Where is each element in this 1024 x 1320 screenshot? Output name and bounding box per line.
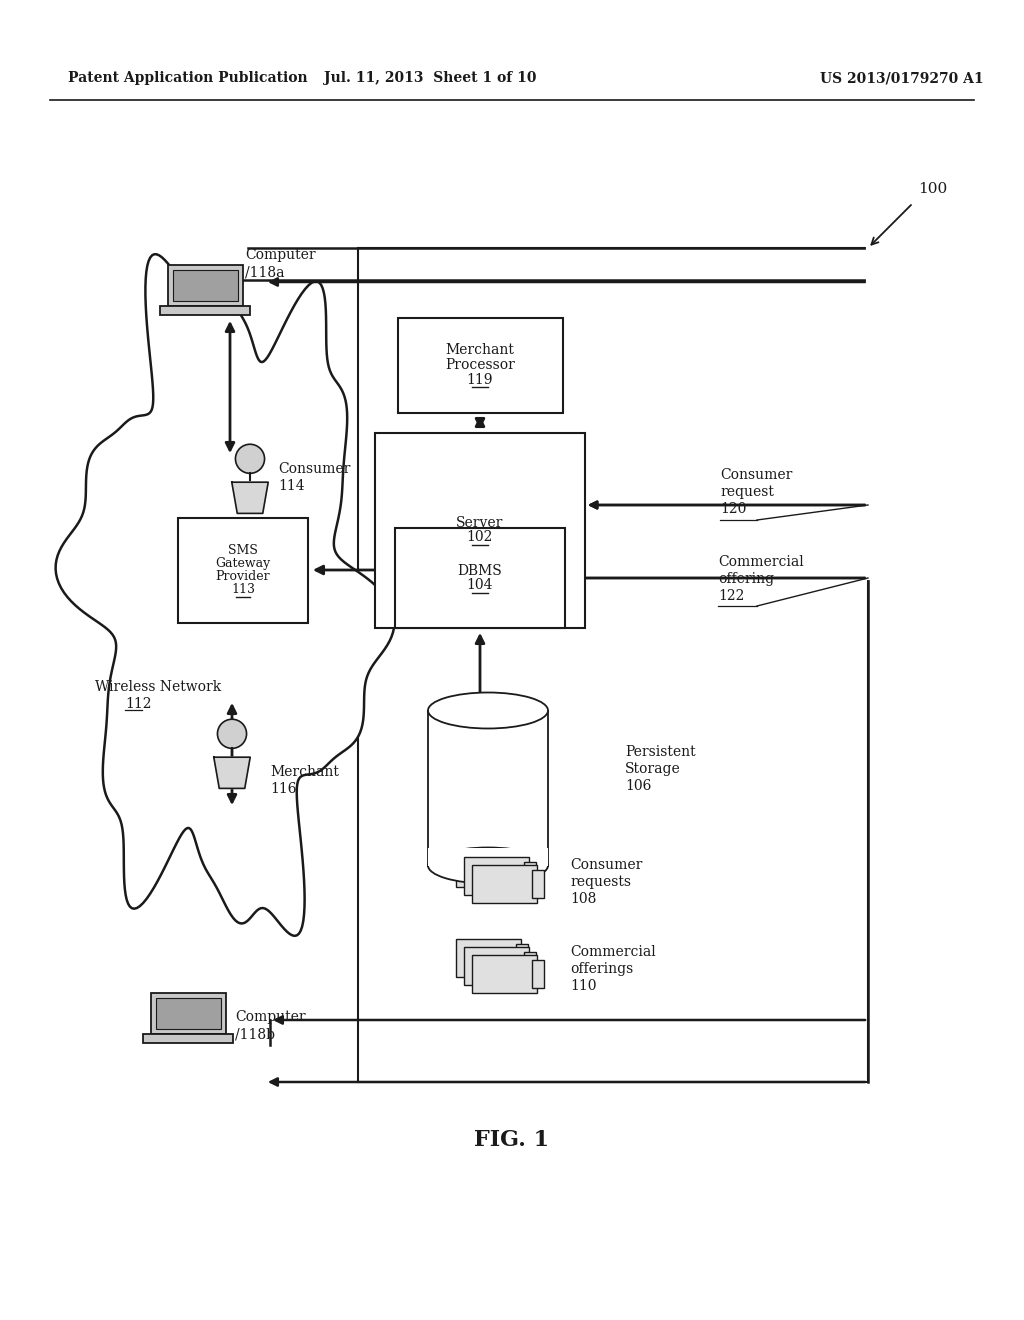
Text: Computer: Computer	[234, 1010, 305, 1024]
Bar	[456, 939, 520, 977]
Bar	[397, 318, 562, 412]
Text: Commercial: Commercial	[718, 554, 804, 569]
Bar	[471, 954, 537, 993]
Bar	[515, 854, 527, 882]
Text: DBMS: DBMS	[458, 564, 503, 578]
Text: 119: 119	[467, 372, 494, 387]
Text: Processor: Processor	[445, 358, 515, 372]
Text: 122: 122	[718, 589, 744, 603]
Text: Persistent: Persistent	[625, 744, 695, 759]
Bar	[358, 248, 868, 1082]
Bar	[456, 849, 520, 887]
Text: Wireless Network: Wireless Network	[95, 680, 221, 694]
Circle shape	[236, 445, 264, 474]
Bar	[464, 946, 528, 985]
Text: Commercial: Commercial	[570, 945, 655, 960]
Text: Jul. 11, 2013  Sheet 1 of 10: Jul. 11, 2013 Sheet 1 of 10	[324, 71, 537, 84]
Bar	[143, 1034, 233, 1043]
Text: Storage: Storage	[625, 762, 681, 776]
Bar	[395, 528, 565, 628]
Text: 104: 104	[467, 578, 494, 593]
Text: /118a: /118a	[245, 265, 285, 279]
Text: Provider: Provider	[216, 570, 270, 583]
Text: offerings: offerings	[570, 962, 633, 975]
Text: US 2013/0179270 A1: US 2013/0179270 A1	[820, 71, 984, 84]
Bar	[375, 433, 585, 627]
Bar	[531, 960, 544, 987]
Text: Server: Server	[457, 516, 504, 529]
Text: requests: requests	[570, 875, 631, 888]
Text: 106: 106	[625, 779, 651, 793]
Text: 114: 114	[278, 479, 304, 492]
Text: 112: 112	[125, 697, 152, 711]
Bar	[531, 870, 544, 898]
Bar	[160, 306, 250, 315]
Bar	[471, 865, 537, 903]
Polygon shape	[231, 482, 268, 513]
Polygon shape	[214, 758, 250, 788]
Text: SMS: SMS	[228, 544, 258, 557]
Text: Consumer: Consumer	[720, 469, 793, 482]
Bar	[523, 862, 536, 890]
Text: 116: 116	[270, 781, 297, 796]
Bar	[523, 952, 536, 979]
Text: 100: 100	[918, 182, 947, 195]
Ellipse shape	[428, 847, 548, 883]
Text: Gateway: Gateway	[215, 557, 270, 570]
Bar	[178, 517, 308, 623]
Text: 113: 113	[231, 583, 255, 597]
Circle shape	[217, 719, 247, 748]
Bar	[428, 710, 548, 866]
Text: request: request	[720, 484, 774, 499]
Text: Merchant: Merchant	[270, 766, 339, 779]
Text: 102: 102	[467, 531, 494, 544]
Bar	[464, 857, 528, 895]
Text: 120: 120	[720, 502, 746, 516]
Text: FIG. 1: FIG. 1	[474, 1129, 550, 1151]
Bar	[172, 269, 238, 301]
Bar	[151, 993, 225, 1034]
Text: Patent Application Publication: Patent Application Publication	[68, 71, 307, 84]
Text: 110: 110	[570, 979, 597, 993]
Ellipse shape	[428, 693, 548, 729]
Bar	[515, 944, 527, 972]
Text: offering: offering	[718, 572, 774, 586]
Bar	[156, 998, 220, 1030]
Text: Consumer: Consumer	[570, 858, 642, 873]
Text: Consumer: Consumer	[278, 462, 350, 477]
Text: Merchant: Merchant	[445, 343, 514, 358]
PathPatch shape	[55, 255, 394, 936]
Text: /118b: /118b	[234, 1027, 275, 1041]
Text: 108: 108	[570, 892, 596, 906]
Bar	[168, 265, 243, 306]
Bar	[428, 847, 548, 866]
Text: Computer: Computer	[245, 248, 315, 261]
